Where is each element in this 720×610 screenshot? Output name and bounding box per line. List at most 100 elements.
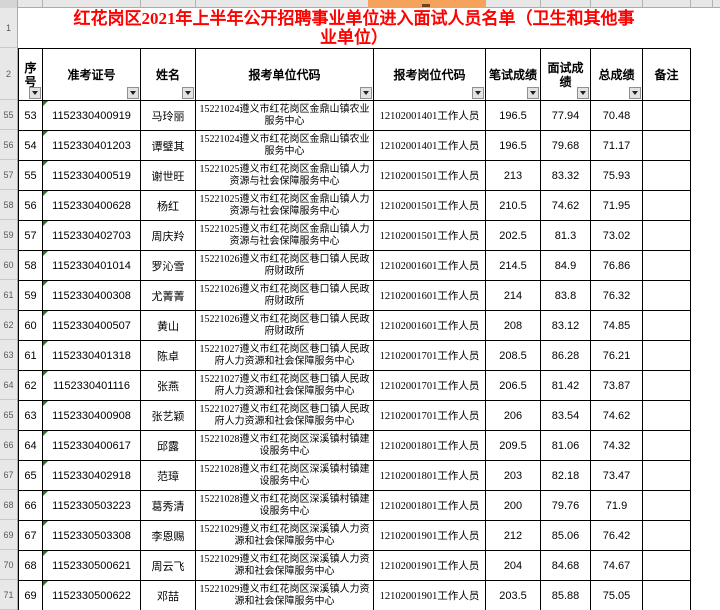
filter-button-interview[interactable] xyxy=(577,87,589,99)
row-number[interactable]: 64 xyxy=(0,370,17,400)
cell-remark[interactable] xyxy=(643,161,691,191)
cell-remark[interactable] xyxy=(643,221,691,251)
filter-button-total[interactable] xyxy=(629,87,641,99)
cell-post-code[interactable]: 12102001801工作人员 xyxy=(374,491,486,521)
cell-remark[interactable] xyxy=(643,341,691,371)
row-number[interactable]: 65 xyxy=(0,400,17,430)
cell-remark[interactable] xyxy=(643,491,691,521)
cell-interview-score[interactable]: 74.62 xyxy=(541,191,591,221)
cell-total-score[interactable]: 71.9 xyxy=(591,491,643,521)
cell-unit-code[interactable]: 15221029遵义市红花岗区深溪镇人力资源和社会保障服务中心 xyxy=(196,551,374,581)
cell-ticket[interactable]: 1152330402703 xyxy=(43,221,141,251)
cell-post-code[interactable]: 12102001601工作人员 xyxy=(374,311,486,341)
cell-post-code[interactable]: 12102001901工作人员 xyxy=(374,521,486,551)
cell-interview-score[interactable]: 85.88 xyxy=(541,581,591,610)
cell-name[interactable]: 罗沁雪 xyxy=(141,251,196,281)
cell-remark[interactable] xyxy=(643,101,691,131)
cell-ticket[interactable]: 1152330401318 xyxy=(43,341,141,371)
cell-interview-score[interactable]: 81.3 xyxy=(541,221,591,251)
cell-no[interactable]: 58 xyxy=(19,251,43,281)
column-header-no[interactable]: 序号 xyxy=(19,49,43,101)
cell-ticket[interactable]: 1152330401116 xyxy=(43,371,141,401)
select-all-corner[interactable] xyxy=(0,0,18,8)
selected-column-header[interactable] xyxy=(368,0,485,8)
cell-total-score[interactable]: 73.02 xyxy=(591,221,643,251)
cell-remark[interactable] xyxy=(643,191,691,221)
cell-unit-code[interactable]: 15221026遵义市红花岗区巷口镇人民政府财政所 xyxy=(196,311,374,341)
column-header-strip[interactable] xyxy=(0,0,720,8)
cell-ticket[interactable]: 1152330500622 xyxy=(43,581,141,610)
cell-total-score[interactable]: 74.67 xyxy=(591,551,643,581)
cell-unit-code[interactable]: 15221025遵义市红花岗区金鼎山镇人力资源与社会保障服务中心 xyxy=(196,221,374,251)
cell-no[interactable]: 55 xyxy=(19,161,43,191)
cell-written-score[interactable]: 210.5 xyxy=(486,191,541,221)
cell-remark[interactable] xyxy=(643,551,691,581)
cell-interview-score[interactable]: 77.94 xyxy=(541,101,591,131)
cell-remark[interactable] xyxy=(643,431,691,461)
cell-remark[interactable] xyxy=(643,311,691,341)
cell-remark[interactable] xyxy=(643,401,691,431)
cell-post-code[interactable]: 12102001701工作人员 xyxy=(374,371,486,401)
cell-ticket[interactable]: 1152330400908 xyxy=(43,401,141,431)
cell-ticket[interactable]: 1152330401014 xyxy=(43,251,141,281)
cell-total-score[interactable]: 71.95 xyxy=(591,191,643,221)
cell-written-score[interactable]: 214.5 xyxy=(486,251,541,281)
cell-ticket[interactable]: 1152330400617 xyxy=(43,431,141,461)
cell-interview-score[interactable]: 84.68 xyxy=(541,551,591,581)
cell-no[interactable]: 66 xyxy=(19,491,43,521)
cell-written-score[interactable]: 206.5 xyxy=(486,371,541,401)
cell-unit-code[interactable]: 15221025遵义市红花岗区金鼎山镇人力资源与社会保障服务中心 xyxy=(196,161,374,191)
row-number[interactable]: 61 xyxy=(0,280,17,310)
row-number[interactable]: 60 xyxy=(0,250,17,280)
row-number[interactable]: 58 xyxy=(0,190,17,220)
filter-button-written[interactable] xyxy=(527,87,539,99)
cell-unit-code[interactable]: 15221028遵义市红花岗区深溪镇村镇建设服务中心 xyxy=(196,491,374,521)
cell-name[interactable]: 李恩赐 xyxy=(141,521,196,551)
row-number[interactable]: 56 xyxy=(0,130,17,160)
cell-post-code[interactable]: 12102001701工作人员 xyxy=(374,341,486,371)
cell-total-score[interactable]: 75.93 xyxy=(591,161,643,191)
cell-unit-code[interactable]: 15221026遵义市红花岗区巷口镇人民政府财政所 xyxy=(196,251,374,281)
cell-remark[interactable] xyxy=(643,461,691,491)
cell-total-score[interactable]: 74.32 xyxy=(591,431,643,461)
cell-unit-code[interactable]: 15221027遵义市红花岗区巷口镇人民政府人力资源和社会保障服务中心 xyxy=(196,371,374,401)
cell-name[interactable]: 谭璧其 xyxy=(141,131,196,161)
cell-name[interactable]: 周云飞 xyxy=(141,551,196,581)
cell-post-code[interactable]: 12102001901工作人员 xyxy=(374,551,486,581)
cell-ticket[interactable]: 1152330400507 xyxy=(43,311,141,341)
cell-unit-code[interactable]: 15221028遵义市红花岗区深溪镇村镇建设服务中心 xyxy=(196,431,374,461)
column-header-unit[interactable]: 报考单位代码 xyxy=(196,49,374,101)
cell-written-score[interactable]: 214 xyxy=(486,281,541,311)
cell-ticket[interactable]: 1152330402918 xyxy=(43,461,141,491)
cell-post-code[interactable]: 12102001601工作人员 xyxy=(374,251,486,281)
cell-written-score[interactable]: 203 xyxy=(486,461,541,491)
cell-interview-score[interactable]: 83.32 xyxy=(541,161,591,191)
cell-written-score[interactable]: 212 xyxy=(486,521,541,551)
row-number[interactable]: 57 xyxy=(0,160,17,190)
cell-remark[interactable] xyxy=(643,281,691,311)
cell-total-score[interactable]: 70.48 xyxy=(591,101,643,131)
cell-name[interactable]: 马玲丽 xyxy=(141,101,196,131)
cell-written-score[interactable]: 209.5 xyxy=(486,431,541,461)
cell-unit-code[interactable]: 15221025遵义市红花岗区金鼎山镇人力资源与社会保障服务中心 xyxy=(196,191,374,221)
column-header-interview[interactable]: 面试成绩 xyxy=(541,49,591,101)
cell-written-score[interactable]: 204 xyxy=(486,551,541,581)
row-number[interactable]: 71 xyxy=(0,580,17,610)
cell-no[interactable]: 61 xyxy=(19,341,43,371)
cell-unit-code[interactable]: 15221024遵义市红花岗区金鼎山镇农业服务中心 xyxy=(196,101,374,131)
cell-interview-score[interactable]: 81.42 xyxy=(541,371,591,401)
cell-interview-score[interactable]: 86.28 xyxy=(541,341,591,371)
cell-remark[interactable] xyxy=(643,521,691,551)
row-number[interactable]: 66 xyxy=(0,430,17,460)
cell-ticket[interactable]: 1152330401203 xyxy=(43,131,141,161)
cell-total-score[interactable]: 73.47 xyxy=(591,461,643,491)
cell-written-score[interactable]: 206 xyxy=(486,401,541,431)
cell-name[interactable]: 周庆羚 xyxy=(141,221,196,251)
filter-button-ticket[interactable] xyxy=(127,87,139,99)
row-number[interactable]: 59 xyxy=(0,220,17,250)
cell-unit-code[interactable]: 15221027遵义市红花岗区巷口镇人民政府人力资源和社会保障服务中心 xyxy=(196,401,374,431)
cell-unit-code[interactable]: 15221029遵义市红花岗区深溪镇人力资源和社会保障服务中心 xyxy=(196,581,374,610)
cell-written-score[interactable]: 213 xyxy=(486,161,541,191)
cell-total-score[interactable]: 73.87 xyxy=(591,371,643,401)
cell-post-code[interactable]: 12102001701工作人员 xyxy=(374,401,486,431)
